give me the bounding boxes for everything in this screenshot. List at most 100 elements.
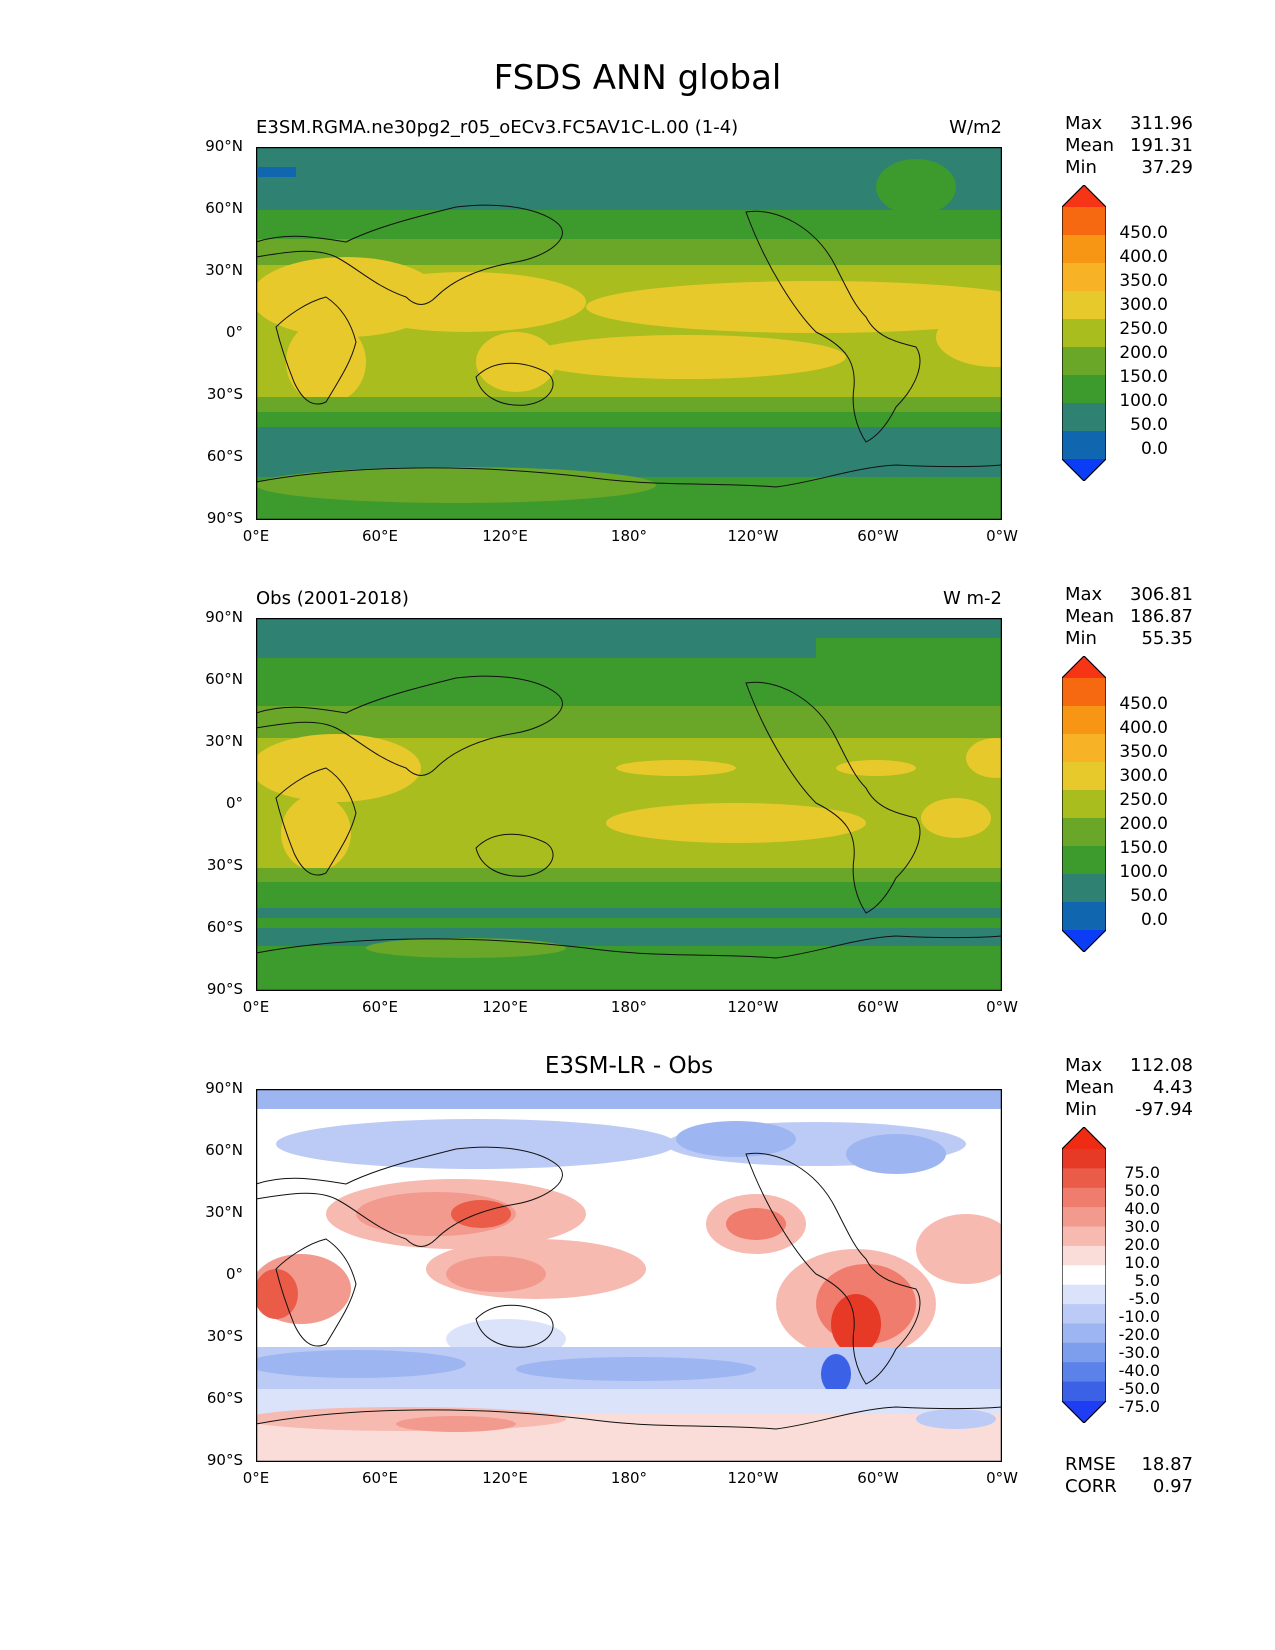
- mean-label: Mean: [1065, 135, 1115, 156]
- colorbar-swatch: [1062, 930, 1106, 952]
- colorbar-tick: 450.0: [1119, 223, 1168, 243]
- map-frame: [256, 1089, 1002, 1462]
- colorbar-swatch: [1062, 1245, 1106, 1266]
- panel-diff: E3SM-LR - Obs: [0, 1053, 1275, 1529]
- mean-value: 186.87: [1130, 606, 1193, 627]
- lon-label: 180°: [610, 998, 648, 1016]
- colorbar-swatch: [1062, 403, 1106, 432]
- lat-label: 60°S: [206, 918, 243, 936]
- map-frame: [256, 147, 1002, 520]
- colorbar-tick: 300.0: [1119, 766, 1168, 786]
- colorbar-tick: 350.0: [1119, 271, 1168, 291]
- colorbar-swatch: [1062, 431, 1106, 460]
- panel-title: Obs (2001-2018): [256, 588, 409, 609]
- colorbar-swatch: [1062, 1342, 1106, 1363]
- lon-label: 0°W: [986, 998, 1018, 1016]
- colorbar-tick: -50.0: [1118, 1379, 1160, 1398]
- colorbar-swatch: [1062, 706, 1106, 735]
- max-value: 311.96: [1130, 113, 1193, 134]
- max-label: Max: [1065, 1055, 1103, 1076]
- min-value: 37.29: [1141, 157, 1193, 178]
- mean-label: Mean: [1065, 606, 1115, 627]
- colorbar-swatch: [1062, 762, 1106, 791]
- colorbar-swatch: [1062, 235, 1106, 264]
- stats-block: Max 306.81 Mean 186.87 Min 55.35: [1065, 584, 1193, 650]
- colorbar-swatch: [1062, 185, 1106, 207]
- colorbar-tick: 30.0: [1124, 1217, 1160, 1236]
- colorbar-swatch: [1062, 846, 1106, 875]
- colorbar-tick: 100.0: [1119, 391, 1168, 411]
- corr-label: CORR: [1065, 1476, 1117, 1497]
- colorbar-tick: 5.0: [1134, 1271, 1160, 1290]
- colorbar-tick: 50.0: [1130, 415, 1168, 435]
- lon-label: 180°: [610, 1469, 648, 1487]
- colorbar-swatch: [1062, 818, 1106, 847]
- colorbar-tick: 400.0: [1119, 247, 1168, 267]
- lon-label: 60°W: [857, 527, 899, 545]
- lon-label: 60°W: [857, 1469, 899, 1487]
- colorbar-tick: -40.0: [1118, 1361, 1160, 1380]
- lon-label: 0°E: [242, 998, 270, 1016]
- lon-label: 120°E: [482, 998, 528, 1016]
- lat-label: 30°N: [205, 1203, 243, 1221]
- lat-label: 30°S: [206, 856, 243, 874]
- colorbar-tick: 40.0: [1124, 1199, 1160, 1218]
- mean-value: 4.43: [1152, 1077, 1193, 1098]
- lat-label: 90°S: [206, 980, 243, 998]
- min-label: Min: [1065, 1099, 1097, 1120]
- colorbar-swatch: [1062, 1362, 1106, 1383]
- colorbar-swatch: [1062, 902, 1106, 931]
- min-value: -97.94: [1134, 1099, 1193, 1120]
- colorbar-tick: 0.0: [1140, 910, 1168, 930]
- colorbar-tick: 300.0: [1119, 295, 1168, 315]
- min-value: 55.35: [1141, 628, 1193, 649]
- colorbar-tick: -30.0: [1118, 1343, 1160, 1362]
- mean-label: Mean: [1065, 1077, 1115, 1098]
- colorbar-swatch: [1062, 207, 1106, 236]
- lat-label: 60°N: [205, 199, 243, 217]
- lon-label: 0°W: [986, 1469, 1018, 1487]
- lat-label: 0°: [225, 794, 243, 812]
- lat-label: 30°N: [205, 732, 243, 750]
- colorbar-swatch: [1062, 1226, 1106, 1247]
- colorbar-swatch: [1062, 874, 1106, 903]
- colorbar-tick: 250.0: [1119, 790, 1168, 810]
- colorbar-tick: 200.0: [1119, 814, 1168, 834]
- lon-label: 60°E: [361, 1469, 399, 1487]
- lon-label: 60°E: [361, 527, 399, 545]
- mean-value: 191.31: [1130, 135, 1193, 156]
- colorbar: [1062, 1127, 1106, 1423]
- lat-label: 0°: [225, 323, 243, 341]
- colorbar-tick: 150.0: [1119, 367, 1168, 387]
- corr-value: 0.97: [1152, 1476, 1193, 1497]
- colorbar-tick: 450.0: [1119, 694, 1168, 714]
- panel-title: E3SM.RGMA.ne30pg2_r05_oECv3.FC5AV1C-L.00…: [256, 117, 739, 138]
- max-label: Max: [1065, 113, 1103, 134]
- colorbar-tick: -10.0: [1118, 1307, 1160, 1326]
- colorbar-tick: 150.0: [1119, 838, 1168, 858]
- units-label: W/m2: [949, 117, 1002, 138]
- colorbar: [1062, 185, 1106, 481]
- colorbar-tick: 0.0: [1140, 439, 1168, 459]
- panel-title: E3SM-LR - Obs: [544, 1053, 714, 1079]
- colorbar-swatch: [1062, 347, 1106, 376]
- colorbar-swatch: [1062, 319, 1106, 348]
- map-model: [256, 147, 1002, 520]
- colorbar-tick: 20.0: [1124, 1235, 1160, 1254]
- colorbar-tick: 100.0: [1119, 862, 1168, 882]
- colorbar-swatch: [1062, 375, 1106, 404]
- lat-label: 90°N: [205, 1079, 243, 1097]
- colorbar: [1062, 656, 1106, 952]
- colorbar-tick: -5.0: [1128, 1289, 1160, 1308]
- min-label: Min: [1065, 628, 1097, 649]
- stats-block: Max 112.08 Mean 4.43 Min -97.94: [1065, 1055, 1193, 1121]
- lon-label: 0°E: [242, 1469, 270, 1487]
- lon-label: 120°W: [727, 998, 779, 1016]
- panel-model: E3SM.RGMA.ne30pg2_r05_oECv3.FC5AV1C-L.00…: [0, 113, 1275, 587]
- lon-label: 120°W: [727, 527, 779, 545]
- units-label: W m-2: [942, 588, 1002, 609]
- colorbar-swatch: [1062, 1168, 1106, 1189]
- max-label: Max: [1065, 584, 1103, 605]
- colorbar-swatch: [1062, 1401, 1106, 1423]
- stats-block: Max 311.96 Mean 191.31 Min 37.29: [1065, 113, 1193, 179]
